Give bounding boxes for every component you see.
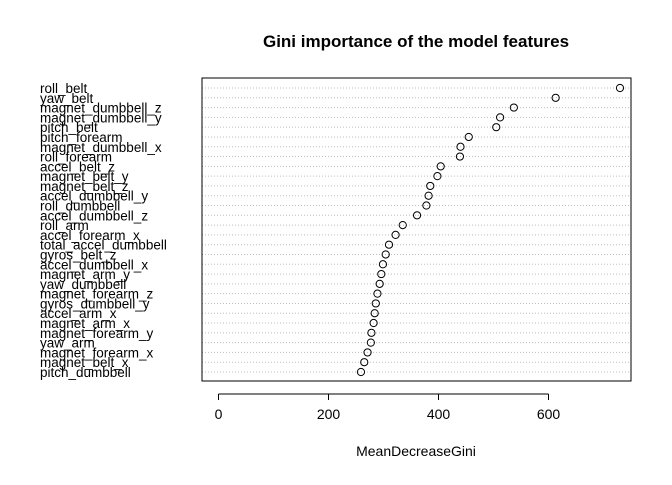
x-tick-label: 0 xyxy=(215,406,223,422)
data-point xyxy=(375,279,384,288)
category-label: magnet_dumbbell_z xyxy=(40,101,162,116)
category-label: accel_belt_z xyxy=(40,159,115,174)
category-label: magnet_forearm_y xyxy=(40,326,154,341)
category-label: magnet_belt_y xyxy=(40,169,129,184)
data-point xyxy=(456,142,465,151)
category-label: magnet_belt_x xyxy=(40,355,129,370)
category-label: accel_dumbbell_z xyxy=(40,208,148,223)
data-point xyxy=(381,250,390,259)
category-label: gyros_belt_z xyxy=(40,247,117,262)
data-point xyxy=(371,299,380,308)
category-label: roll_arm xyxy=(40,218,89,233)
data-point xyxy=(551,93,560,102)
data-point xyxy=(433,172,442,181)
data-point xyxy=(367,328,376,337)
category-label: yaw_arm xyxy=(40,336,95,351)
grid-lines xyxy=(202,87,631,373)
category-label: magnet_belt_z xyxy=(40,179,129,194)
category-label: total_accel_dumbbell xyxy=(40,238,167,253)
data-point xyxy=(426,181,435,191)
category-label: magnet_dumbbell_y xyxy=(40,110,162,125)
category-label: magnet_arm_y xyxy=(40,267,130,282)
data-point xyxy=(363,348,372,357)
data-point xyxy=(370,309,379,318)
data-point xyxy=(360,358,369,367)
category-label: pitch_dumbbell xyxy=(40,365,131,380)
category-label: accel_forearm_x xyxy=(40,228,140,243)
category-label: pitch_belt xyxy=(40,120,98,135)
category-label: yaw_belt xyxy=(40,91,94,106)
category-label: yaw_dumbbell xyxy=(40,277,126,292)
data-point xyxy=(436,162,445,171)
category-label: roll_dumbbell xyxy=(40,199,120,214)
x-tick-label: 200 xyxy=(317,406,341,422)
x-tick-label: 600 xyxy=(537,406,561,422)
data-point xyxy=(492,123,501,132)
data-point xyxy=(377,269,386,279)
data-point xyxy=(496,113,505,122)
data-point xyxy=(509,103,518,112)
data-point xyxy=(378,260,388,269)
category-label: roll_belt xyxy=(40,81,88,96)
data-point xyxy=(369,318,378,328)
data-point xyxy=(384,240,394,249)
category-label: accel_arm_x xyxy=(40,306,117,321)
data-point xyxy=(366,338,375,347)
x-axis-label: MeanDecreaseGini xyxy=(356,443,476,459)
data-point xyxy=(356,367,366,377)
data-point xyxy=(455,152,465,161)
category-label: magnet_dumbbell_x xyxy=(40,140,162,155)
x-axis: 0 200 400 600 xyxy=(215,393,561,422)
data-point xyxy=(391,230,400,239)
category-label: roll_forearm xyxy=(40,150,112,165)
plot-area-frame xyxy=(201,77,632,382)
category-label: accel_dumbbell_y xyxy=(40,189,148,204)
x-tick-label: 400 xyxy=(427,406,451,422)
data-points xyxy=(356,83,625,377)
data-point xyxy=(398,221,407,230)
chart-title: Gini importance of the model features xyxy=(263,32,569,51)
data-point xyxy=(422,201,431,210)
data-point xyxy=(464,132,473,142)
data-point xyxy=(615,83,625,93)
category-labels: roll_beltyaw_beltmagnet_dumbbell_zmagnet… xyxy=(40,81,167,380)
category-label: pitch_forearm xyxy=(40,130,123,145)
category-label: magnet_forearm_x xyxy=(40,345,154,360)
data-point xyxy=(424,191,433,200)
data-point xyxy=(412,211,422,220)
category-label: accel_dumbbell_x xyxy=(40,257,148,272)
category-label: magnet_forearm_z xyxy=(40,287,154,302)
category-label: magnet_arm_x xyxy=(40,316,130,331)
data-point xyxy=(373,289,382,298)
category-label: gyros_dumbbell_y xyxy=(40,296,150,311)
